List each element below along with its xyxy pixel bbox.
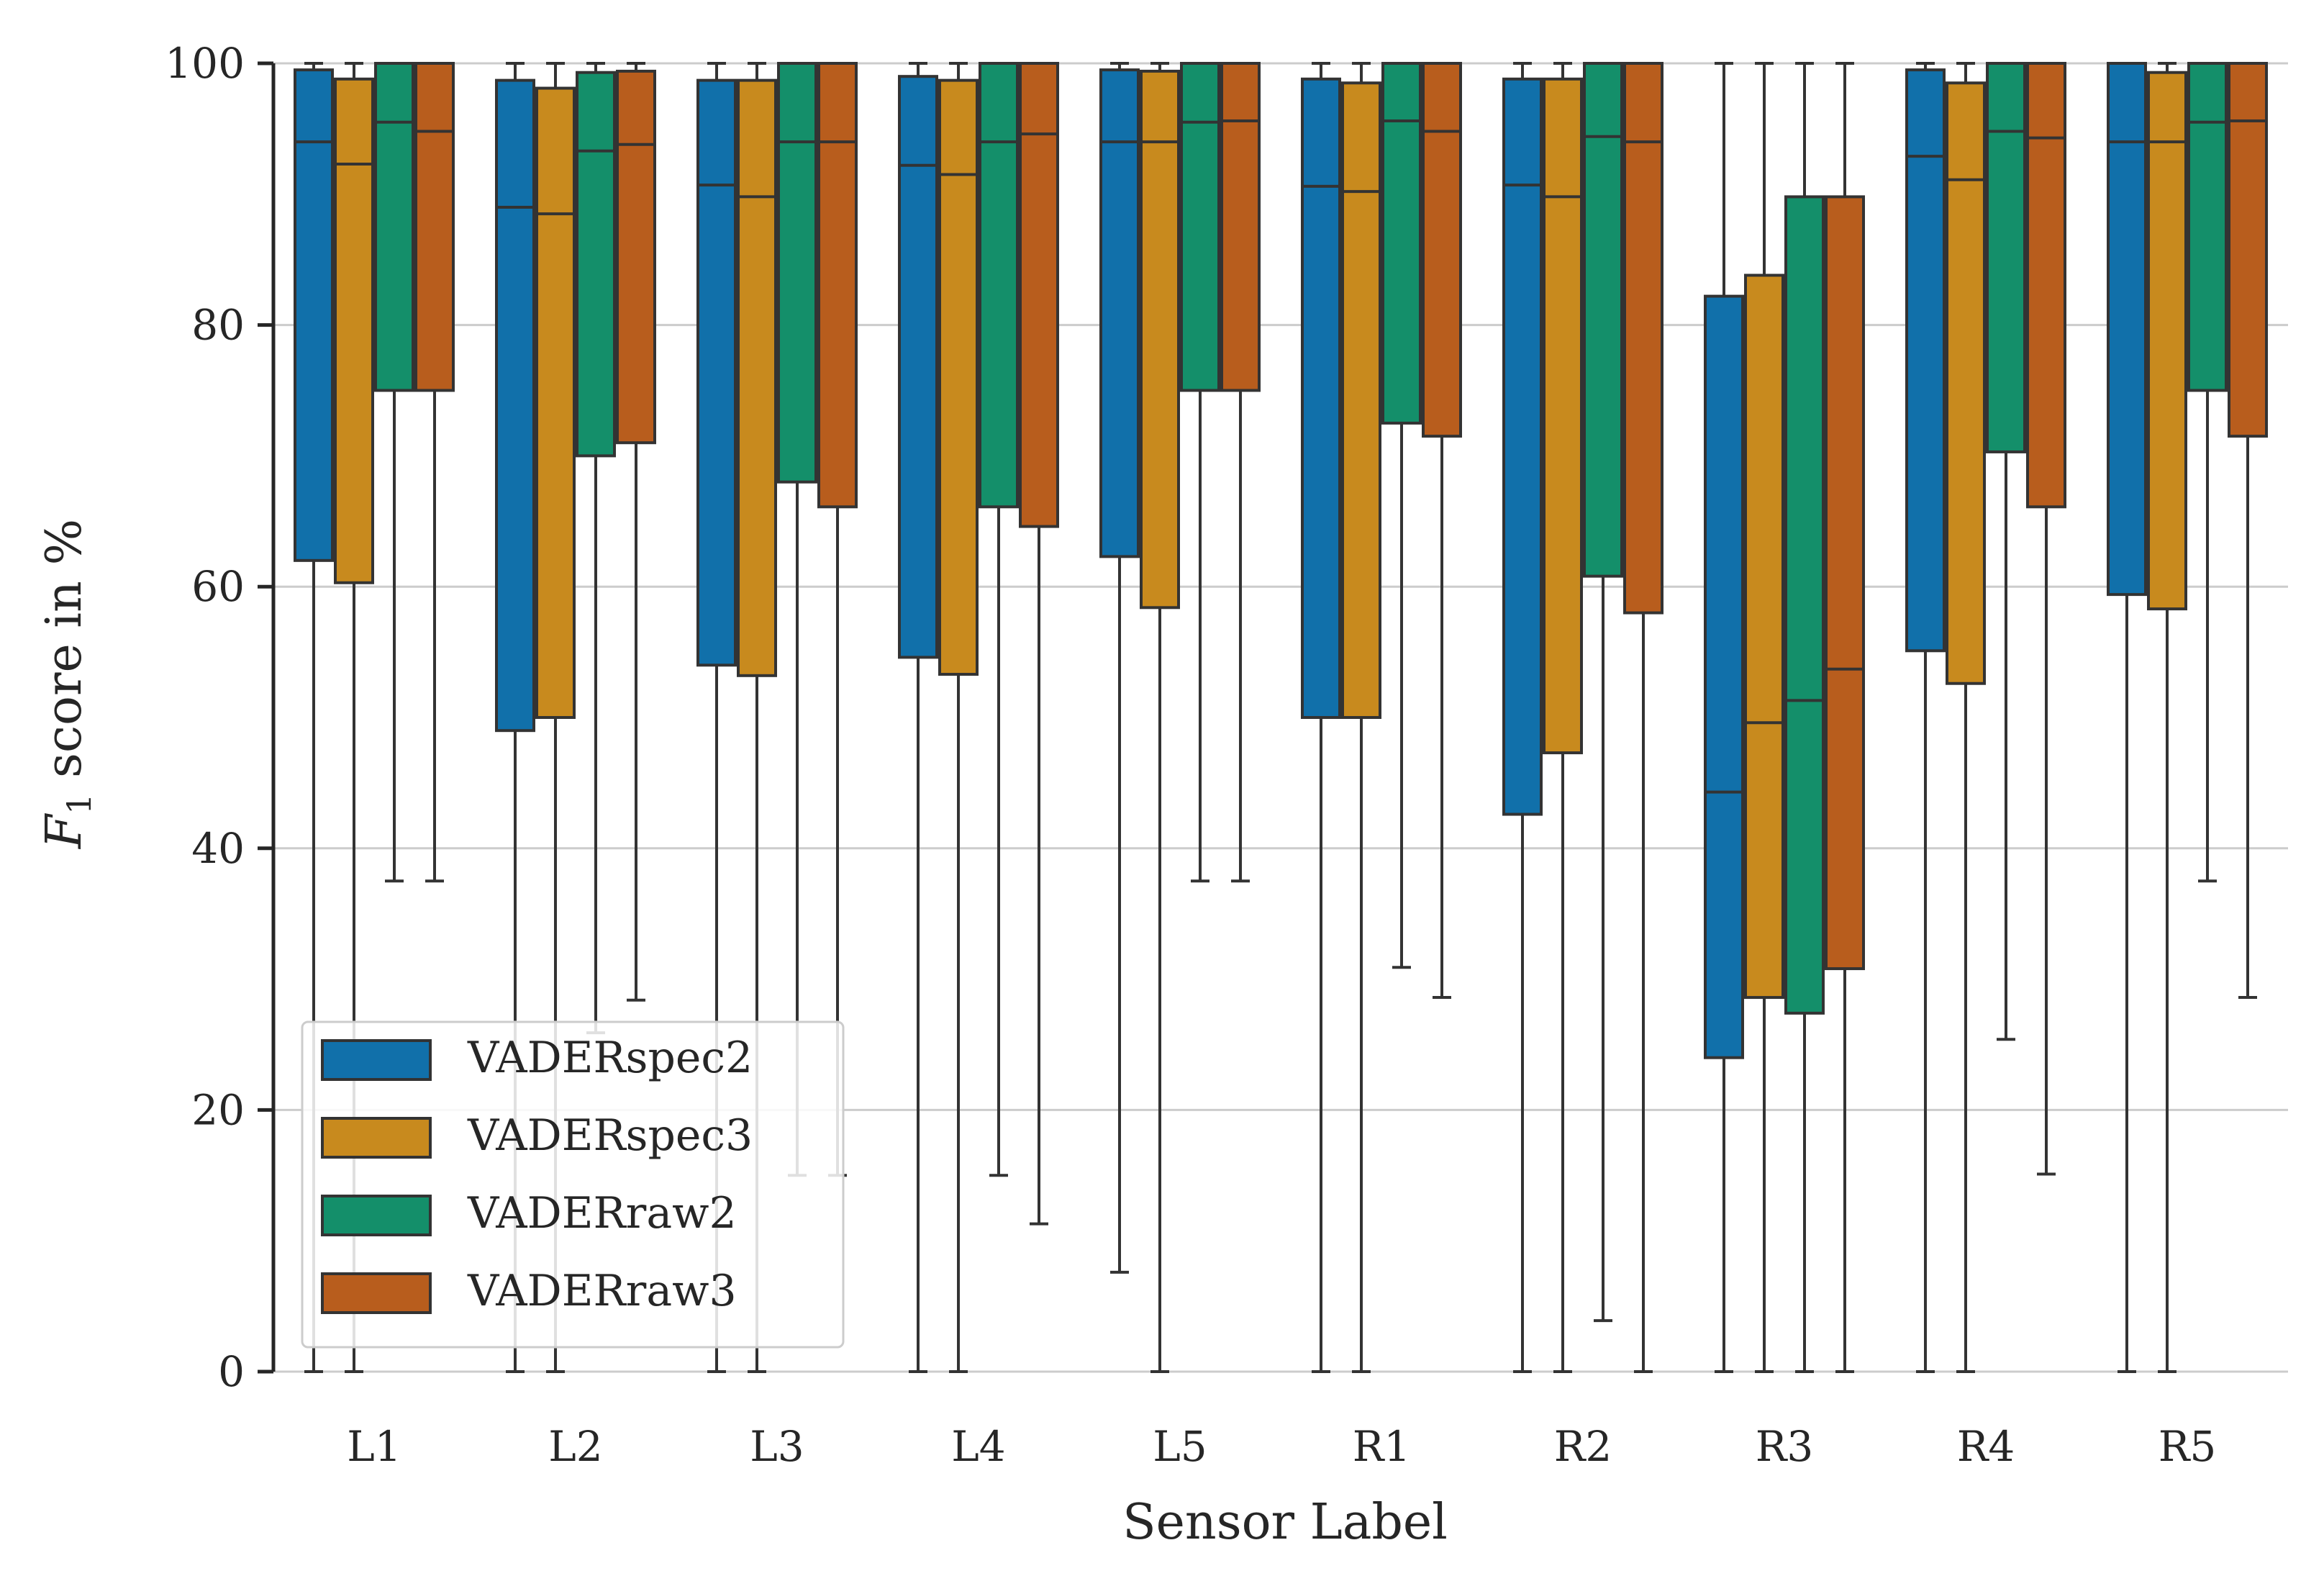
x-tick-label: R4 — [1957, 1422, 2015, 1471]
box — [1381, 62, 1422, 425]
legend: VADERspec2 VADERspec3 VADERraw2 VADERraw3 — [301, 1020, 845, 1349]
box-group-l5 — [1099, 62, 1261, 1373]
legend-swatch — [321, 1195, 432, 1236]
x-axis-title: Sensor Label — [1122, 1494, 1448, 1551]
y-axis-title-symbol: F — [36, 812, 93, 850]
box — [898, 75, 938, 659]
box — [616, 69, 656, 445]
box-group-r4 — [1905, 62, 2066, 1373]
y-axis-title: F1 score in % — [36, 519, 99, 850]
box — [374, 62, 414, 392]
legend-swatch — [321, 1039, 432, 1081]
box-group-l3 — [696, 62, 858, 1373]
x-tick-label: L1 — [347, 1422, 401, 1471]
box — [2228, 62, 2268, 438]
box — [2107, 62, 2147, 597]
legend-swatch — [321, 1272, 432, 1314]
box — [334, 77, 374, 584]
plot-area — [294, 62, 2268, 1373]
box — [737, 78, 777, 677]
legend-label: VADERraw2 — [467, 1188, 737, 1238]
box — [1220, 62, 1261, 392]
box-group-l1 — [294, 62, 455, 1373]
box — [1140, 69, 1180, 610]
box — [1744, 273, 1784, 1000]
legend-label: VADERspec3 — [467, 1110, 753, 1161]
box — [2187, 62, 2228, 392]
x-tick-label: L5 — [1153, 1422, 1207, 1471]
box — [495, 78, 535, 733]
axes: 0 20 40 60 80 100 L1 L2 L3 L4 L5 R1 R2 R3 R4 R5 — [165, 39, 2216, 1471]
box — [414, 62, 455, 392]
box — [1825, 195, 1865, 971]
x-tick-label: R2 — [1554, 1422, 1612, 1471]
y-tick-label: 40 — [191, 824, 245, 873]
box-group-r3 — [1704, 62, 1865, 1373]
box — [1502, 77, 1543, 816]
box — [1301, 77, 1341, 720]
box — [979, 62, 1019, 509]
box — [294, 68, 334, 562]
box — [817, 62, 858, 509]
box — [1019, 62, 1059, 528]
box — [1180, 62, 1220, 392]
y-tick-label: 60 — [191, 562, 245, 611]
box — [1583, 62, 1623, 578]
box — [1543, 77, 1583, 755]
legend-label: VADERspec2 — [467, 1033, 753, 1083]
box — [535, 86, 576, 720]
y-axis-title-subscript: 1 — [60, 794, 99, 815]
y-tick-label: 20 — [191, 1085, 245, 1134]
y-axis-title-rest: score in % — [36, 519, 93, 794]
box — [1946, 81, 1986, 685]
box — [777, 62, 817, 484]
box — [938, 78, 979, 676]
y-tick-label: 80 — [191, 301, 245, 350]
box-group-r1 — [1301, 62, 1462, 1373]
box — [1623, 62, 1663, 615]
box — [1422, 62, 1462, 438]
box-group-l4 — [898, 62, 1059, 1373]
y-tick-label: 100 — [165, 39, 245, 88]
box — [1341, 81, 1381, 719]
box — [696, 78, 737, 667]
x-tick-label: L2 — [548, 1422, 602, 1471]
box-group-r2 — [1502, 62, 1663, 1373]
legend-frame — [301, 1020, 845, 1349]
x-tick-label: R3 — [1756, 1422, 1814, 1471]
y-tick-label: 0 — [218, 1347, 245, 1396]
legend-label: VADERraw3 — [467, 1266, 737, 1316]
box — [2026, 62, 2066, 509]
box-group-r5 — [2107, 62, 2268, 1373]
box — [2147, 71, 2187, 611]
box — [1986, 62, 2026, 453]
x-tick-label: L3 — [750, 1422, 804, 1471]
legend-swatch — [321, 1117, 432, 1159]
box — [1905, 68, 1946, 653]
x-tick-label: R5 — [2159, 1422, 2217, 1471]
x-tick-label: R1 — [1353, 1422, 1411, 1471]
box — [576, 71, 616, 458]
x-tick-label: L4 — [951, 1422, 1005, 1471]
box — [1784, 195, 1825, 1015]
box — [1704, 294, 1744, 1059]
box-group-l2 — [495, 62, 656, 1373]
box — [1099, 68, 1140, 558]
